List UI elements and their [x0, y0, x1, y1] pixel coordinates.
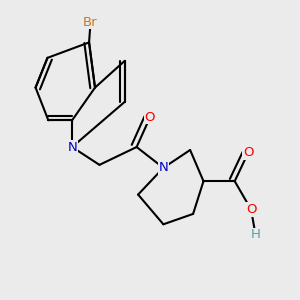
Text: N: N	[67, 140, 77, 154]
Text: O: O	[145, 111, 155, 124]
Text: Br: Br	[83, 16, 98, 29]
Text: O: O	[243, 146, 253, 160]
Text: O: O	[246, 203, 256, 216]
Text: N: N	[158, 161, 168, 174]
Text: H: H	[250, 228, 260, 241]
